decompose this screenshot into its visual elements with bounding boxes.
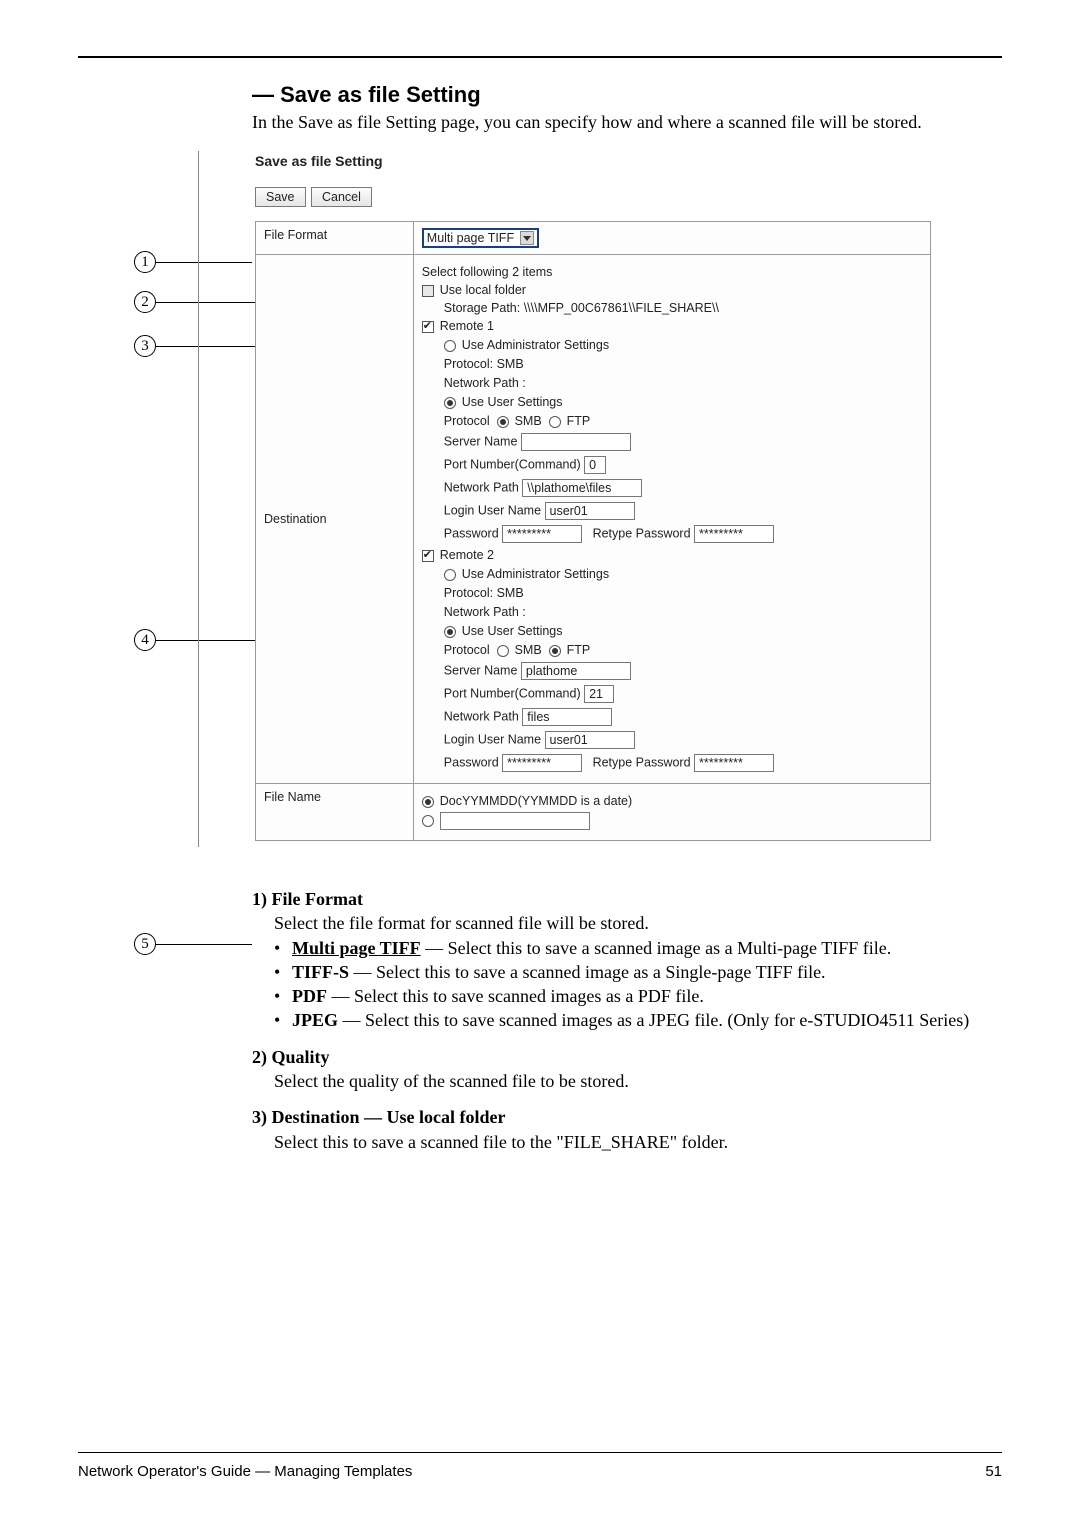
desc-2-head: 2) Quality xyxy=(252,1045,1002,1069)
remote2-checkbox[interactable] xyxy=(422,550,434,562)
description-list: 1) File Format Select the file format fo… xyxy=(252,887,1002,1154)
desc-1-bullet: TIFF-S — Select this to save a scanned i… xyxy=(274,960,1002,984)
r2-server-input[interactable]: plathome xyxy=(521,662,631,680)
page-footer: Network Operator's Guide — Managing Temp… xyxy=(78,1452,1002,1480)
desc-1-bullet: JPEG — Select this to save scanned image… xyxy=(274,1008,1002,1032)
r1-retype-input[interactable]: ********* xyxy=(694,525,774,543)
select-following-text: Select following 2 items xyxy=(422,265,922,279)
r2-ftp-radio[interactable] xyxy=(549,645,561,657)
r1-admin-radio[interactable] xyxy=(444,340,456,352)
r1-port-input[interactable]: 0 xyxy=(584,456,606,474)
r1-login-input[interactable]: user01 xyxy=(545,502,635,520)
embedded-screenshot: Save as file Setting Save Cancel File Fo… xyxy=(198,151,1002,847)
r2-smb-radio[interactable] xyxy=(497,645,509,657)
r2-retype-input[interactable]: ********* xyxy=(694,754,774,772)
panel-title: Save as file Setting xyxy=(255,153,1002,169)
desc-3-text: Select this to save a scanned file to th… xyxy=(274,1130,1002,1154)
r1-password-input[interactable]: ********* xyxy=(502,525,582,543)
row-destination: Destination Select following 2 items Use… xyxy=(256,255,931,784)
chevron-down-icon xyxy=(520,231,534,245)
filename-input[interactable] xyxy=(440,812,590,830)
use-local-checkbox[interactable] xyxy=(422,285,434,297)
r2-admin-radio[interactable] xyxy=(444,569,456,581)
section-intro: In the Save as file Setting page, you ca… xyxy=(252,112,1002,133)
top-rule xyxy=(78,56,1002,58)
r2-password-input[interactable]: ********* xyxy=(502,754,582,772)
r2-login-input[interactable]: user01 xyxy=(545,731,635,749)
label-file-name: File Name xyxy=(256,784,414,841)
filename-date-radio[interactable] xyxy=(422,796,434,808)
r2-netpath-input[interactable]: files xyxy=(522,708,612,726)
desc-1-bullet: Multi page TIFF — Select this to save a … xyxy=(274,936,1002,960)
label-destination: Destination xyxy=(256,255,414,784)
section-title: — Save as file Setting xyxy=(252,82,1002,108)
cancel-button[interactable]: Cancel xyxy=(311,187,372,207)
callout-rail: 1 2 3 4 5 xyxy=(134,151,198,847)
desc-2-text: Select the quality of the scanned file t… xyxy=(274,1069,1002,1093)
r2-port-input[interactable]: 21 xyxy=(584,685,614,703)
desc-1-bullet: PDF — Select this to save scanned images… xyxy=(274,984,1002,1008)
save-button[interactable]: Save xyxy=(255,187,306,207)
file-format-select[interactable]: Multi page TIFF xyxy=(422,228,539,248)
settings-table: File Format Multi page TIFF Destination … xyxy=(255,221,931,841)
r1-server-input[interactable] xyxy=(521,433,631,451)
row-file-name: File Name DocYYMMDD(YYMMDD is a date) xyxy=(256,784,931,841)
callout-5: 5 xyxy=(134,933,252,955)
r1-smb-radio[interactable] xyxy=(497,416,509,428)
r1-ftp-radio[interactable] xyxy=(549,416,561,428)
desc-1-head: 1) File Format xyxy=(252,887,1002,911)
r1-user-radio[interactable] xyxy=(444,397,456,409)
desc-1-text: Select the file format for scanned file … xyxy=(274,911,1002,935)
row-file-format: File Format Multi page TIFF xyxy=(256,222,931,255)
r2-user-radio[interactable] xyxy=(444,626,456,638)
label-file-format: File Format xyxy=(256,222,414,255)
desc-3-head: 3) Destination — Use local folder xyxy=(252,1105,1002,1129)
remote1-checkbox[interactable] xyxy=(422,321,434,333)
r1-netpath-input[interactable]: \\plathome\files xyxy=(522,479,642,497)
filename-custom-radio[interactable] xyxy=(422,815,434,827)
footer-page-number: 51 xyxy=(985,1463,1002,1480)
footer-left: Network Operator's Guide — Managing Temp… xyxy=(78,1463,412,1480)
storage-path-text: Storage Path: \\\\MFP_00C67861\\FILE_SHA… xyxy=(444,301,922,315)
